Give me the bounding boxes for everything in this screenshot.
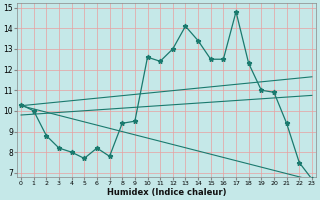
X-axis label: Humidex (Indice chaleur): Humidex (Indice chaleur) xyxy=(107,188,226,197)
